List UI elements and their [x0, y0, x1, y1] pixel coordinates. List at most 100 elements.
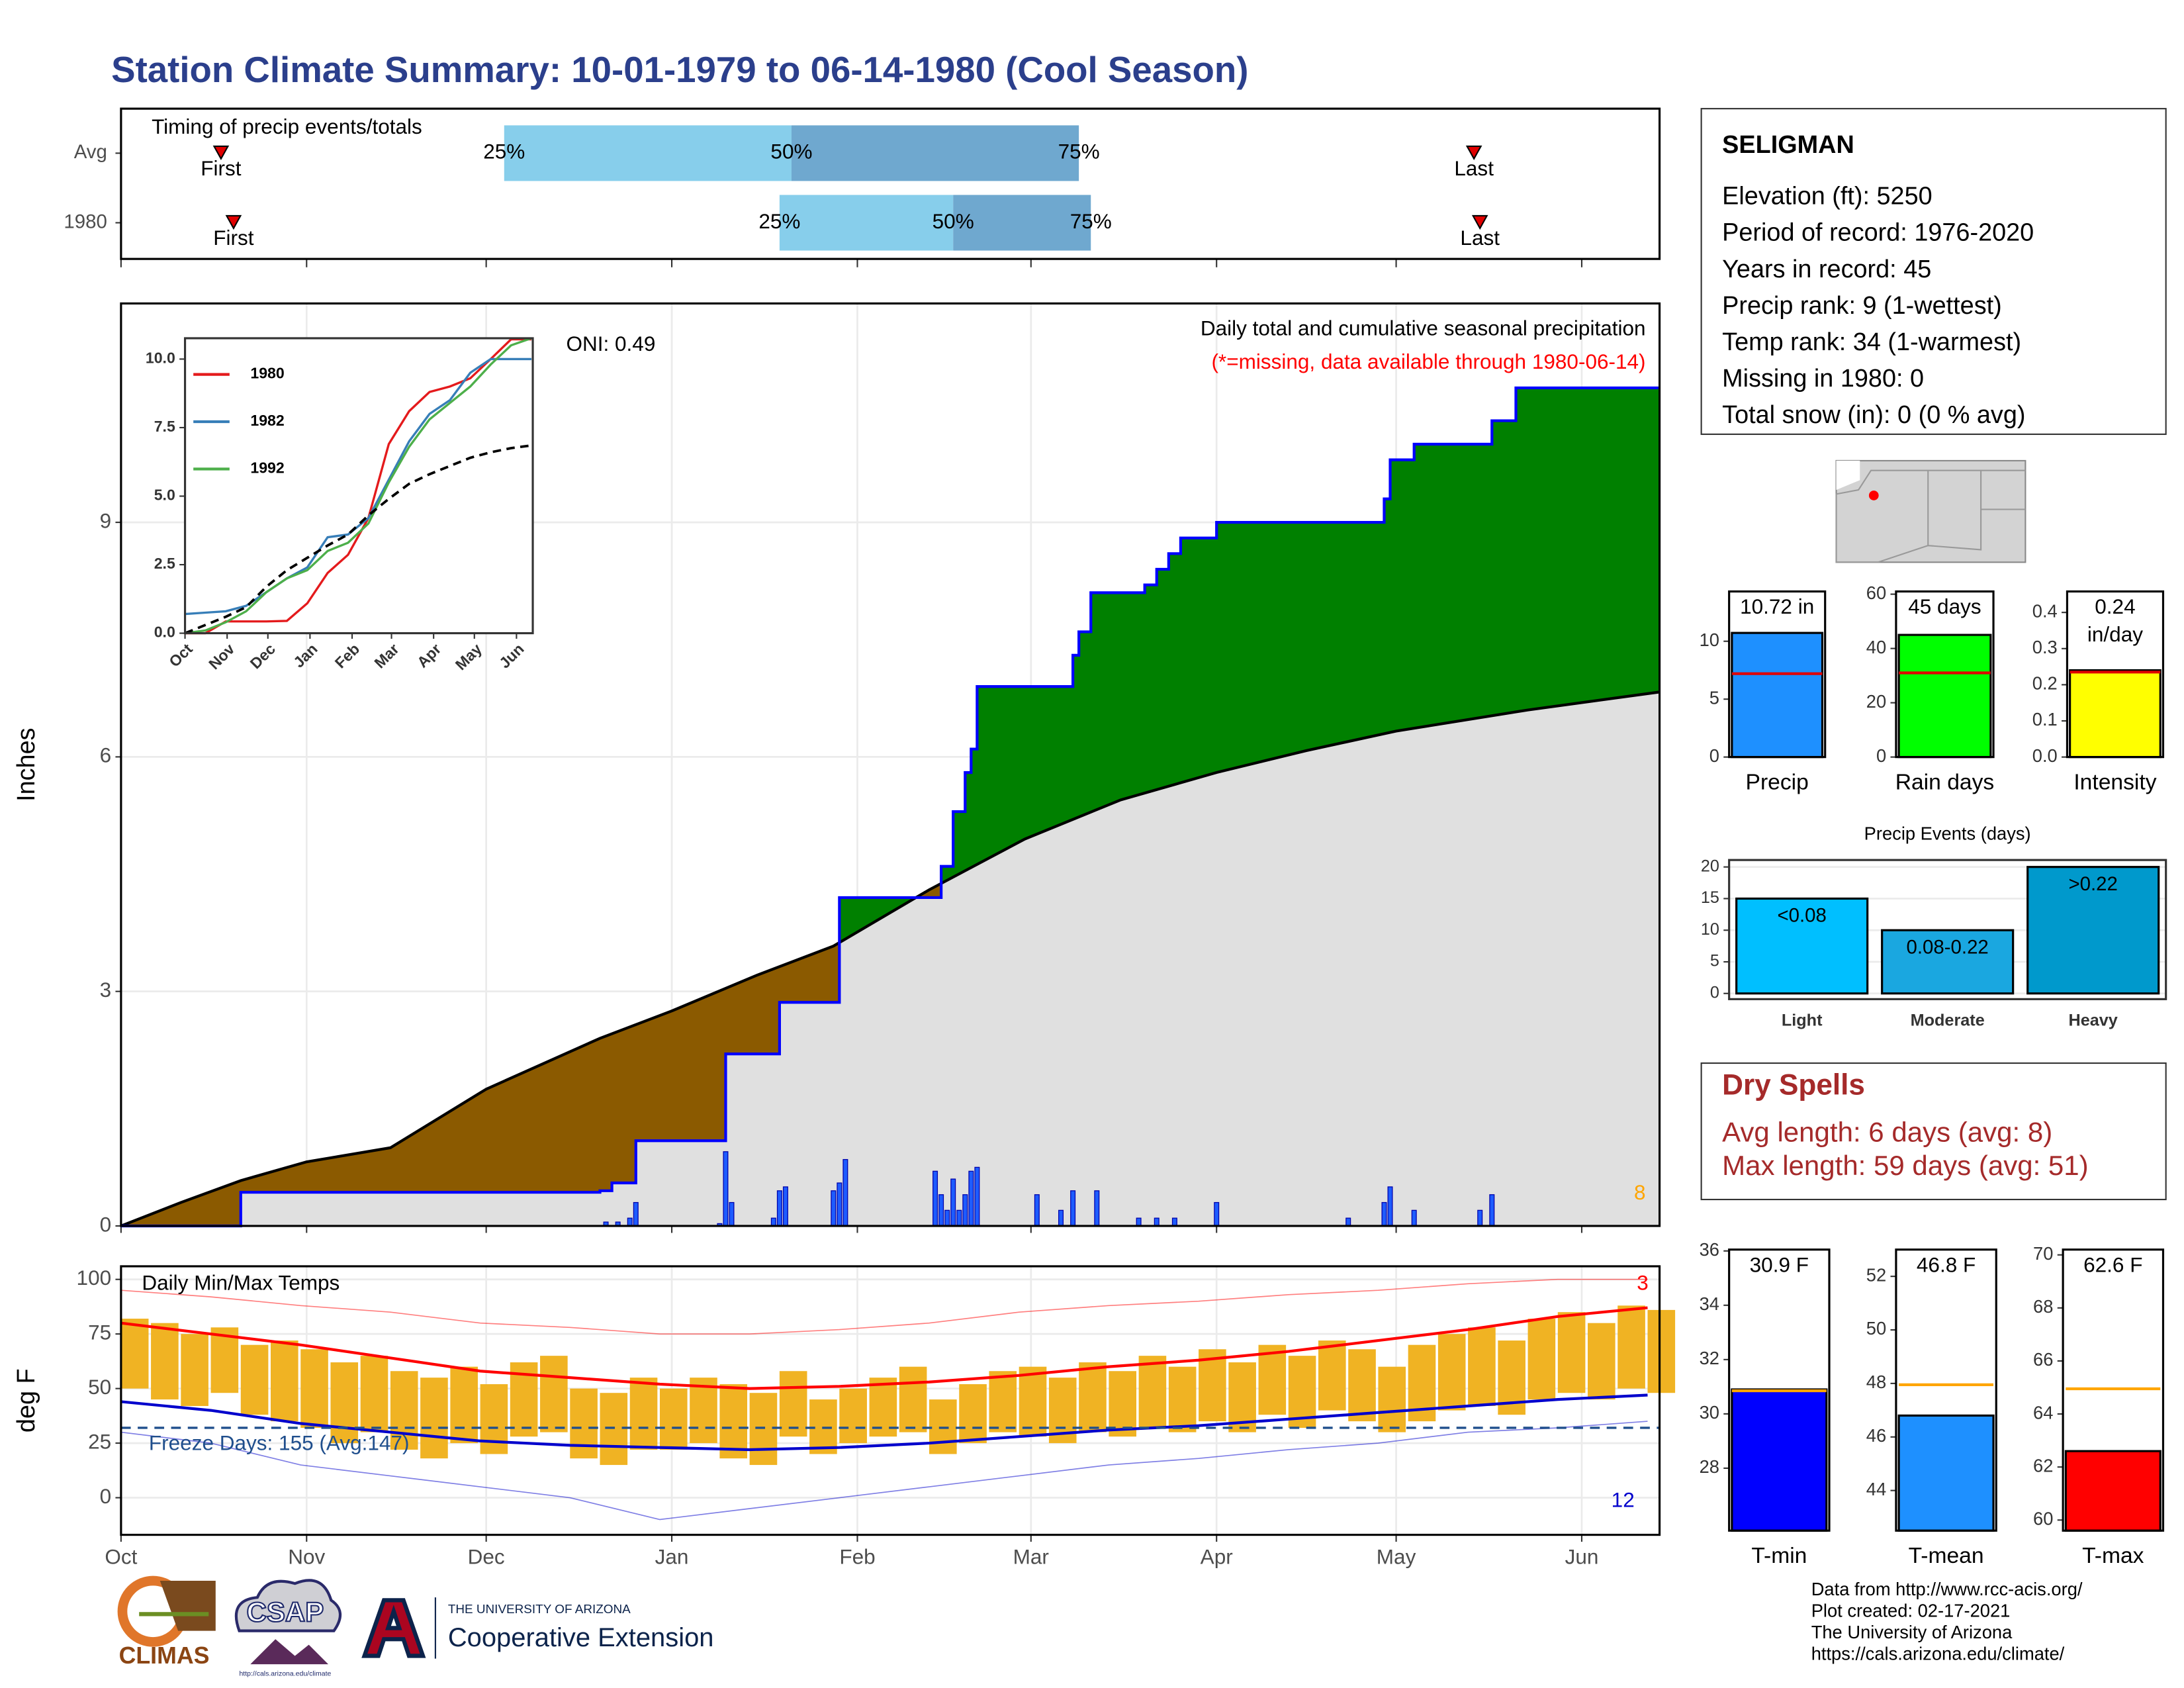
plot-frame [1895, 590, 1995, 759]
temp-bar [1527, 1319, 1556, 1400]
y-tick-label: 60 [2033, 1508, 2053, 1528]
normal-max-line [120, 1306, 1648, 1390]
y-tick-label: 10.0 [146, 350, 175, 367]
percent-label: 75% [1070, 209, 1112, 233]
dry-spell-line: Avg length: 6 days (avg: 8) [1722, 1116, 2052, 1147]
temp-bar [570, 1388, 598, 1459]
normal-line [120, 690, 1660, 1227]
temp-bar [1019, 1366, 1047, 1437]
marker-label: Last [1460, 226, 1500, 250]
temp-bar [629, 1378, 658, 1450]
credit-line: Plot created: 02-17-2021 [1811, 1600, 2011, 1620]
daily-bar [723, 1151, 729, 1227]
logos: CLIMAS CSAP http://cals.arizona.edu/clim… [117, 1575, 714, 1678]
temp-bar [120, 1319, 149, 1389]
credits: Data from http://www.rcc-acis.org/Plot c… [1811, 1579, 2083, 1664]
daily-bar [729, 1201, 735, 1227]
temp-bar [1258, 1344, 1287, 1415]
y-tick-label: 50 [1866, 1318, 1886, 1338]
y-tick-label: 30 [1700, 1402, 1719, 1423]
chart-title: Daily Min/Max Temps [142, 1271, 340, 1295]
x-tick-label: Dec [468, 1545, 505, 1569]
temp-bar [779, 1371, 807, 1437]
temp-bar [1348, 1349, 1376, 1422]
plot-frame [1728, 859, 2167, 1000]
temp-bar [1079, 1362, 1107, 1432]
y-tick-label: 0.0 [2032, 745, 2058, 766]
y-tick-label: 0.3 [2032, 637, 2058, 657]
plot-frame [1728, 1248, 1831, 1532]
record-max-line [120, 1278, 1648, 1335]
y-tick-label: 44 [1866, 1479, 1886, 1499]
y-tick-label: 100 [77, 1266, 112, 1289]
dry-spell-line: Max length: 59 days (avg: 51) [1722, 1150, 2089, 1181]
chart-title: Daily total and cumulative seasonal prec… [1201, 316, 1646, 340]
temp-bar [1138, 1356, 1167, 1428]
y-tick-label: 0 [100, 1484, 112, 1508]
climas-text: CLIMAS [119, 1642, 210, 1669]
map-coast [1836, 460, 1860, 491]
y-tick-label: 36 [1700, 1239, 1719, 1260]
bar-label: >0.22 [2068, 873, 2117, 895]
value-label: 10.72 in [1730, 594, 1824, 622]
daily-bar [1489, 1194, 1495, 1227]
value-label: 45 days [1897, 594, 1992, 622]
temp-bar [181, 1334, 208, 1407]
value-label: 30.9 F [1730, 1252, 1828, 1280]
y-tick-label: 66 [2033, 1349, 2053, 1370]
dry-spell-lines: Avg length: 6 days (avg: 8)Max length: 5… [1722, 1116, 2089, 1180]
daily-bar [782, 1186, 788, 1227]
row-label: 1980 [64, 211, 107, 232]
y-tick-label: 0 [1710, 983, 1719, 1002]
daily-bar [837, 1182, 842, 1227]
y-tick-label: 0.4 [2032, 600, 2058, 621]
plot-frame [2062, 1248, 2165, 1532]
daily-bar [1381, 1201, 1387, 1227]
y-tick-label: 2.5 [154, 555, 175, 572]
y-tick-label: 20 [1701, 857, 1719, 875]
y-tick-label: 68 [2033, 1296, 2053, 1317]
daily-bar [1171, 1217, 1177, 1227]
value-label: 46.8 F [1897, 1252, 1995, 1280]
plot-frame [183, 337, 534, 635]
temp-bar [420, 1378, 448, 1459]
category-label: T-max [2082, 1544, 2144, 1568]
event-marker [1465, 145, 1482, 160]
record-min-line [120, 1421, 1648, 1521]
y-tick-label: 52 [1866, 1264, 1886, 1285]
unit-name: Cooperative Extension [448, 1623, 714, 1652]
y-tick-label: 0.0 [154, 624, 175, 641]
temp-bar [989, 1371, 1017, 1432]
quartile-bar [791, 125, 1079, 181]
value-label-box: 45 days [1897, 594, 1992, 622]
category-label: T-min [1751, 1544, 1807, 1568]
dry-spells-title: Dry Spells [1722, 1068, 1865, 1101]
daily-bar [938, 1194, 944, 1227]
value-label: 62.6 F [2064, 1252, 2162, 1280]
temp-bar [1557, 1312, 1586, 1393]
x-tick-label: Light [1782, 1011, 1823, 1030]
shared-area [120, 692, 1660, 1226]
x-tick-label: Apr [1201, 1545, 1233, 1569]
normal-min-line [120, 1393, 1648, 1452]
y-axis-label: deg F [13, 1368, 40, 1432]
daily-bar [968, 1170, 974, 1227]
x-tick-label: May [1377, 1545, 1416, 1569]
plot-frame [120, 107, 1661, 260]
credit-line: The University of Arizona [1811, 1622, 2013, 1642]
percent-label: 25% [483, 140, 525, 164]
plot-frame [1728, 590, 1827, 759]
y-tick-label: 50 [88, 1375, 111, 1399]
value-label-box: 10.72 in [1730, 594, 1824, 622]
climas-shape [159, 1580, 216, 1631]
daily-bar [944, 1209, 950, 1227]
quartile-bar [779, 195, 954, 251]
y-tick-label: 0.2 [2032, 673, 2058, 694]
observed-line [120, 386, 1660, 1228]
y-tick-label: 3 [100, 978, 112, 1002]
y-tick-label: 40 [1866, 637, 1886, 657]
series-line [184, 444, 532, 635]
y-tick-label: 10 [1700, 630, 1719, 650]
daily-bar [776, 1190, 782, 1227]
temp-bar [151, 1323, 179, 1400]
